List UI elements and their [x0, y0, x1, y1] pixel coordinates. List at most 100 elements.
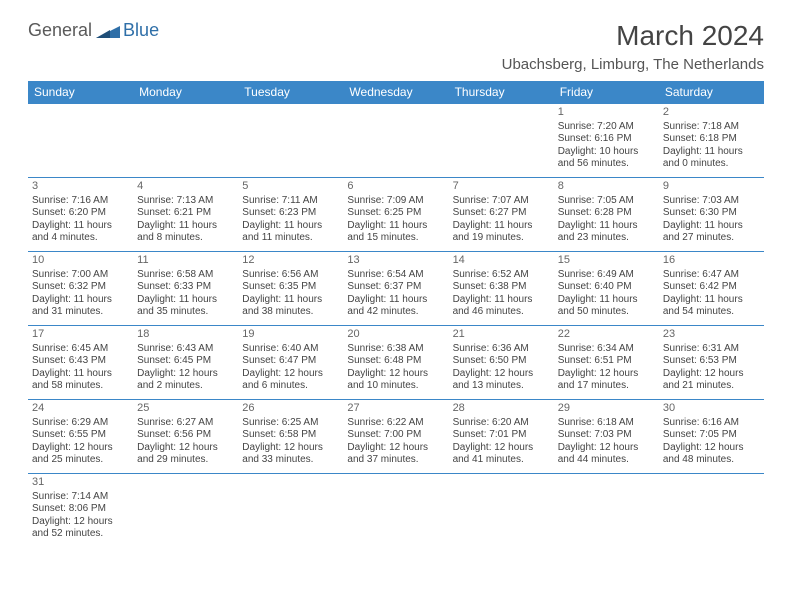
day-cell: 27Sunrise: 6:22 AMSunset: 7:00 PMDayligh…: [343, 400, 448, 474]
day-cell: 14Sunrise: 6:52 AMSunset: 6:38 PMDayligh…: [449, 252, 554, 326]
day-header: Tuesday: [238, 81, 343, 104]
day-number: 27: [347, 402, 444, 416]
day-cell: 3Sunrise: 7:16 AMSunset: 6:20 PMDaylight…: [28, 178, 133, 252]
day-cell: 7Sunrise: 7:07 AMSunset: 6:27 PMDaylight…: [449, 178, 554, 252]
sunrise: Sunrise: 7:09 AM: [347, 195, 444, 208]
daylight: Daylight: 12 hours and 25 minutes.: [32, 442, 129, 467]
day-cell: 23Sunrise: 6:31 AMSunset: 6:53 PMDayligh…: [659, 326, 764, 400]
sunset: Sunset: 8:06 PM: [32, 503, 129, 516]
daylight: Daylight: 11 hours and 4 minutes.: [32, 220, 129, 245]
empty-cell: [343, 104, 448, 178]
day-number: 18: [137, 328, 234, 342]
sunset: Sunset: 6:47 PM: [242, 355, 339, 368]
sunset: Sunset: 6:58 PM: [242, 429, 339, 442]
day-number: 1: [558, 106, 655, 120]
sunrise: Sunrise: 6:27 AM: [137, 417, 234, 430]
empty-cell: [659, 474, 764, 548]
day-cell: 12Sunrise: 6:56 AMSunset: 6:35 PMDayligh…: [238, 252, 343, 326]
sunset: Sunset: 6:51 PM: [558, 355, 655, 368]
day-cell: 30Sunrise: 6:16 AMSunset: 7:05 PMDayligh…: [659, 400, 764, 474]
sunset: Sunset: 6:50 PM: [453, 355, 550, 368]
day-number: 16: [663, 254, 760, 268]
day-header: Monday: [133, 81, 238, 104]
daylight: Daylight: 12 hours and 48 minutes.: [663, 442, 760, 467]
day-cell: 8Sunrise: 7:05 AMSunset: 6:28 PMDaylight…: [554, 178, 659, 252]
sunrise: Sunrise: 6:22 AM: [347, 417, 444, 430]
day-cell: 5Sunrise: 7:11 AMSunset: 6:23 PMDaylight…: [238, 178, 343, 252]
day-number: 28: [453, 402, 550, 416]
day-number: 17: [32, 328, 129, 342]
sunset: Sunset: 6:37 PM: [347, 281, 444, 294]
logo: General Blue: [28, 20, 159, 41]
day-cell: 18Sunrise: 6:43 AMSunset: 6:45 PMDayligh…: [133, 326, 238, 400]
daylight: Daylight: 11 hours and 11 minutes.: [242, 220, 339, 245]
sunrise: Sunrise: 6:25 AM: [242, 417, 339, 430]
day-cell: 1Sunrise: 7:20 AMSunset: 6:16 PMDaylight…: [554, 104, 659, 178]
calendar-row: 3Sunrise: 7:16 AMSunset: 6:20 PMDaylight…: [28, 178, 764, 252]
sunrise: Sunrise: 6:34 AM: [558, 343, 655, 356]
day-number: 11: [137, 254, 234, 268]
day-cell: 25Sunrise: 6:27 AMSunset: 6:56 PMDayligh…: [133, 400, 238, 474]
empty-cell: [133, 104, 238, 178]
day-cell: 17Sunrise: 6:45 AMSunset: 6:43 PMDayligh…: [28, 326, 133, 400]
sunset: Sunset: 7:05 PM: [663, 429, 760, 442]
daylight: Daylight: 12 hours and 44 minutes.: [558, 442, 655, 467]
sunrise: Sunrise: 6:16 AM: [663, 417, 760, 430]
sunset: Sunset: 7:01 PM: [453, 429, 550, 442]
daylight: Daylight: 11 hours and 38 minutes.: [242, 294, 339, 319]
day-cell: 21Sunrise: 6:36 AMSunset: 6:50 PMDayligh…: [449, 326, 554, 400]
daylight: Daylight: 12 hours and 2 minutes.: [137, 368, 234, 393]
day-number: 24: [32, 402, 129, 416]
triangle-icon: [96, 24, 120, 38]
day-number: 30: [663, 402, 760, 416]
sunrise: Sunrise: 6:31 AM: [663, 343, 760, 356]
day-cell: 20Sunrise: 6:38 AMSunset: 6:48 PMDayligh…: [343, 326, 448, 400]
day-cell: 19Sunrise: 6:40 AMSunset: 6:47 PMDayligh…: [238, 326, 343, 400]
day-number: 3: [32, 180, 129, 194]
daylight: Daylight: 11 hours and 0 minutes.: [663, 146, 760, 171]
sunrise: Sunrise: 7:20 AM: [558, 121, 655, 134]
sunrise: Sunrise: 6:36 AM: [453, 343, 550, 356]
sunset: Sunset: 6:48 PM: [347, 355, 444, 368]
empty-cell: [449, 104, 554, 178]
sunrise: Sunrise: 6:47 AM: [663, 269, 760, 282]
day-number: 19: [242, 328, 339, 342]
empty-cell: [238, 104, 343, 178]
empty-cell: [28, 104, 133, 178]
calendar-row: 24Sunrise: 6:29 AMSunset: 6:55 PMDayligh…: [28, 400, 764, 474]
day-number: 21: [453, 328, 550, 342]
sunset: Sunset: 6:28 PM: [558, 207, 655, 220]
day-cell: 13Sunrise: 6:54 AMSunset: 6:37 PMDayligh…: [343, 252, 448, 326]
sunrise: Sunrise: 7:03 AM: [663, 195, 760, 208]
daylight: Daylight: 11 hours and 35 minutes.: [137, 294, 234, 319]
empty-cell: [343, 474, 448, 548]
day-number: 7: [453, 180, 550, 194]
sunset: Sunset: 6:21 PM: [137, 207, 234, 220]
day-number: 2: [663, 106, 760, 120]
sunset: Sunset: 7:03 PM: [558, 429, 655, 442]
sunrise: Sunrise: 6:29 AM: [32, 417, 129, 430]
day-cell: 11Sunrise: 6:58 AMSunset: 6:33 PMDayligh…: [133, 252, 238, 326]
daylight: Daylight: 12 hours and 17 minutes.: [558, 368, 655, 393]
day-number: 25: [137, 402, 234, 416]
sunset: Sunset: 6:40 PM: [558, 281, 655, 294]
day-number: 12: [242, 254, 339, 268]
sunset: Sunset: 6:55 PM: [32, 429, 129, 442]
day-cell: 28Sunrise: 6:20 AMSunset: 7:01 PMDayligh…: [449, 400, 554, 474]
sunrise: Sunrise: 6:38 AM: [347, 343, 444, 356]
sunset: Sunset: 6:33 PM: [137, 281, 234, 294]
sunrise: Sunrise: 6:18 AM: [558, 417, 655, 430]
day-cell: 16Sunrise: 6:47 AMSunset: 6:42 PMDayligh…: [659, 252, 764, 326]
sunrise: Sunrise: 6:45 AM: [32, 343, 129, 356]
sunset: Sunset: 7:00 PM: [347, 429, 444, 442]
day-number: 6: [347, 180, 444, 194]
sunset: Sunset: 6:56 PM: [137, 429, 234, 442]
sunrise: Sunrise: 7:13 AM: [137, 195, 234, 208]
day-cell: 22Sunrise: 6:34 AMSunset: 6:51 PMDayligh…: [554, 326, 659, 400]
day-cell: 26Sunrise: 6:25 AMSunset: 6:58 PMDayligh…: [238, 400, 343, 474]
sunrise: Sunrise: 6:40 AM: [242, 343, 339, 356]
sunrise: Sunrise: 7:07 AM: [453, 195, 550, 208]
title-block: March 2024 Ubachsberg, Limburg, The Neth…: [502, 20, 764, 75]
sunrise: Sunrise: 6:20 AM: [453, 417, 550, 430]
day-header: Thursday: [449, 81, 554, 104]
